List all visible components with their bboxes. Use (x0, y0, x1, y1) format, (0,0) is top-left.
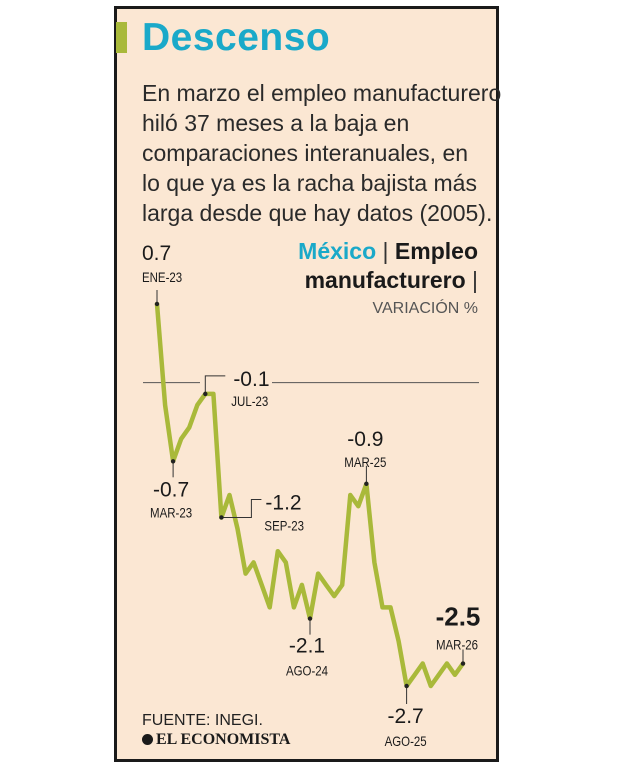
source-note: FUENTE: INEGI. (142, 712, 263, 729)
annotation-dot (404, 683, 409, 689)
annotation-dot (203, 391, 208, 397)
description-line: hiló 37 meses a la baja en (142, 110, 410, 136)
brand-name: EL ECONOMISTA (156, 731, 291, 748)
chart-legend: México | Empleo manufacturero | (298, 237, 478, 295)
annotation-dot (170, 459, 176, 464)
brand-icon (142, 734, 153, 745)
annotation-date-label: SEP-23 (264, 517, 304, 533)
description-line: lo que ya es la racha bajista más (142, 170, 477, 196)
annotation-value-label: 0.7 (142, 242, 171, 265)
annotation-dot (219, 515, 224, 520)
brand-logo: EL ECONOMISTA (142, 731, 290, 749)
annotation-value-label: -2.5 (436, 602, 481, 632)
annotation-value-label: -1.2 (265, 491, 301, 514)
annotation-value-label: -0.7 (153, 478, 189, 501)
annotation-value-label: -2.7 (388, 705, 424, 728)
legend-country: México (298, 238, 377, 264)
annotation-date-label: AGO-24 (286, 662, 328, 678)
description-line: En marzo el empleo manufacturero (142, 80, 502, 106)
title-accent-bar (116, 22, 127, 53)
annotation-value-label: -2.1 (289, 635, 325, 658)
annotation-leader (204, 375, 226, 394)
description-line: comparaciones interanuales, en (142, 140, 469, 166)
legend-separator: | (472, 267, 478, 293)
legend-unit: VARIACIÓN % (372, 300, 479, 317)
annotation-date-label: ENE-23 (142, 269, 182, 285)
annotation-date-label: AGO-25 (385, 733, 427, 749)
legend-series-line-2: manufacturero (304, 267, 466, 293)
annotation-date-label: JUL-23 (231, 393, 268, 409)
legend-separator: | (382, 238, 389, 264)
page-title: Descenso (142, 16, 331, 59)
annotation-dot (154, 301, 160, 307)
annotation-leader (221, 499, 262, 518)
annotation-dot (307, 616, 313, 621)
annotation-value-label: -0.9 (347, 428, 383, 451)
description: En marzo el empleo manufacturero hiló 37… (142, 78, 502, 228)
annotation-date-label: MAR-23 (150, 504, 192, 520)
annotation-value-label: -0.1 (233, 368, 269, 391)
annotation-date-label: MAR-25 (344, 454, 386, 470)
annotation-dot (460, 661, 466, 666)
description-line: larga desde que hay datos (2005). (142, 200, 493, 226)
legend-line-2: manufacturero | (298, 266, 478, 295)
infographic-panel (114, 6, 499, 762)
legend-series-line-1: Empleo (394, 238, 478, 264)
annotation-date-label: MAR-26 (436, 636, 478, 652)
legend-line-1: México | Empleo (298, 237, 478, 266)
annotation-dot (364, 481, 369, 486)
